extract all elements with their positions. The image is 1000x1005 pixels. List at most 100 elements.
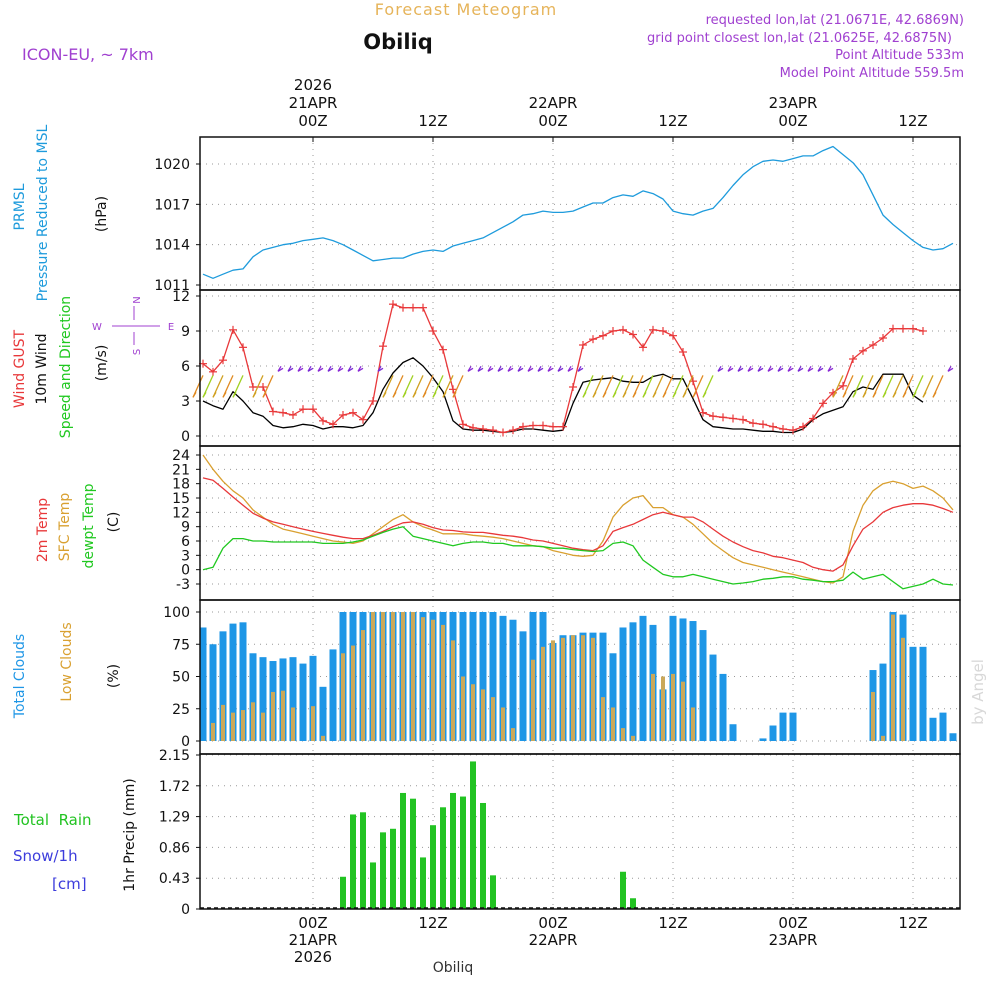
wind-arrow <box>807 365 814 372</box>
wind-arrow-head <box>507 365 512 372</box>
top-time-label: 21APR <box>289 94 338 112</box>
wind-arrow <box>672 375 684 398</box>
pressure-unit: (hPa) <box>94 196 110 232</box>
total-cloud-bar <box>719 673 727 741</box>
y-tick-label: 12 <box>172 505 190 521</box>
gust-marker <box>659 327 667 335</box>
gust-marker <box>849 355 857 363</box>
total-cloud-bar <box>729 724 737 741</box>
wind-arrow <box>567 365 574 372</box>
y-tick-label: 1.29 <box>159 810 190 826</box>
total-cloud-bar <box>309 655 317 741</box>
low-cloud-bar <box>361 630 365 741</box>
bottom-time-label: 12Z <box>898 914 927 932</box>
total-cloud-bar <box>939 712 947 741</box>
total-cloud-bar <box>949 733 957 741</box>
low-cloud-bar <box>511 728 515 741</box>
y-tick-label: 2.15 <box>159 748 190 764</box>
wind-arrow <box>192 375 204 398</box>
wind-arrow-head <box>497 365 502 372</box>
gust-marker <box>909 324 917 333</box>
gust-marker <box>809 414 817 423</box>
total-cloud-bar <box>759 738 767 741</box>
wind-arrow-head <box>757 365 762 372</box>
wind-arrow-head <box>747 365 752 372</box>
gust-marker <box>729 414 737 423</box>
gust-marker <box>679 348 687 356</box>
total-cloud-bar <box>599 632 607 741</box>
total-cloud-bar <box>509 619 517 741</box>
total-cloud-label: Total Clouds <box>12 634 28 719</box>
wind-arrow-head <box>297 365 302 372</box>
rain-bar <box>440 807 446 909</box>
y-tick-label: 25 <box>172 702 190 718</box>
total-cloud-bar <box>249 653 257 741</box>
direction-label: Speed and Direction <box>58 296 74 438</box>
pressure-label: PRMSL <box>12 183 28 230</box>
gridpoint-coords: grid point closest lon,lat (21.0625E, 42… <box>647 31 952 46</box>
bottom-time-label: 00Z <box>778 914 807 932</box>
gust-marker <box>439 345 447 354</box>
low-cloud-bar <box>271 691 275 741</box>
top-time-label: 2026 <box>294 76 332 94</box>
precip-panel <box>200 761 960 909</box>
total-cloud-bar <box>199 627 207 741</box>
gust-marker <box>509 426 517 435</box>
model-altitude: Model Point Altitude 559.5m <box>780 66 964 81</box>
bottom-time-label: 00Z <box>298 914 327 932</box>
rain-bar <box>480 802 486 909</box>
dewpoint-line <box>202 526 954 590</box>
total-cloud-bar <box>929 717 937 741</box>
total-cloud-bar <box>769 725 777 741</box>
wind-arrow <box>702 375 714 398</box>
gust-marker <box>699 408 707 417</box>
wind-arrow-head <box>287 365 292 372</box>
wind-arrow-head <box>767 365 772 372</box>
y-tick-label: 0.43 <box>159 871 190 887</box>
low-cloud-bar <box>891 614 895 741</box>
low-cloud-bar <box>621 728 625 741</box>
low-cloud-bar <box>441 624 445 741</box>
wind-arrow-head <box>602 391 607 398</box>
wind-arrow-head <box>672 391 677 398</box>
gust-marker <box>369 397 377 405</box>
wind-arrow-head <box>832 391 837 398</box>
low-cloud-bar <box>631 735 635 741</box>
y-tick-label: 1014 <box>154 238 190 254</box>
wind-arrow-head <box>337 365 342 372</box>
wind-arrow <box>922 375 934 398</box>
total-cloud-bar <box>699 630 707 741</box>
gust-marker <box>779 425 787 433</box>
low-cloud-bar <box>691 707 695 741</box>
rain-label: Total Rain <box>13 811 92 829</box>
wind-arrow-head <box>422 391 427 398</box>
low-cloud-bar <box>211 722 215 741</box>
wind-arrow-head <box>442 391 447 398</box>
pressure-panel <box>202 145 954 279</box>
low-cloud-bar <box>321 735 325 741</box>
t2m-label: 2m Temp <box>35 498 51 562</box>
wind-arrow <box>912 375 924 398</box>
y-tick-label: 0 <box>181 429 190 445</box>
compass-south: S <box>132 349 143 355</box>
requested-coords: requested lon,lat (21.0671E, 42.6869N) <box>706 13 964 28</box>
wind-arrow-head <box>932 391 937 398</box>
gust-marker <box>619 325 627 334</box>
wind-arrow <box>232 375 244 398</box>
wind-arrow <box>222 375 234 398</box>
wind-arrow <box>737 365 744 372</box>
total-cloud-bar <box>909 646 917 741</box>
total-cloud-bar <box>289 657 297 741</box>
rain-bar <box>390 828 396 909</box>
panel-frames <box>199 136 961 910</box>
wind-arrow <box>862 375 874 398</box>
low-cloud-bar <box>661 676 665 741</box>
top-time-label: 00Z <box>298 112 327 130</box>
wind-arrow-head <box>922 391 927 398</box>
wind-arrow-head <box>412 391 417 398</box>
wind-arrow-head <box>777 365 782 372</box>
watermark: by Angel <box>969 659 987 725</box>
wind-arrow-head <box>432 391 437 398</box>
gust-marker <box>469 423 477 432</box>
low-cloud-bar <box>221 704 225 741</box>
